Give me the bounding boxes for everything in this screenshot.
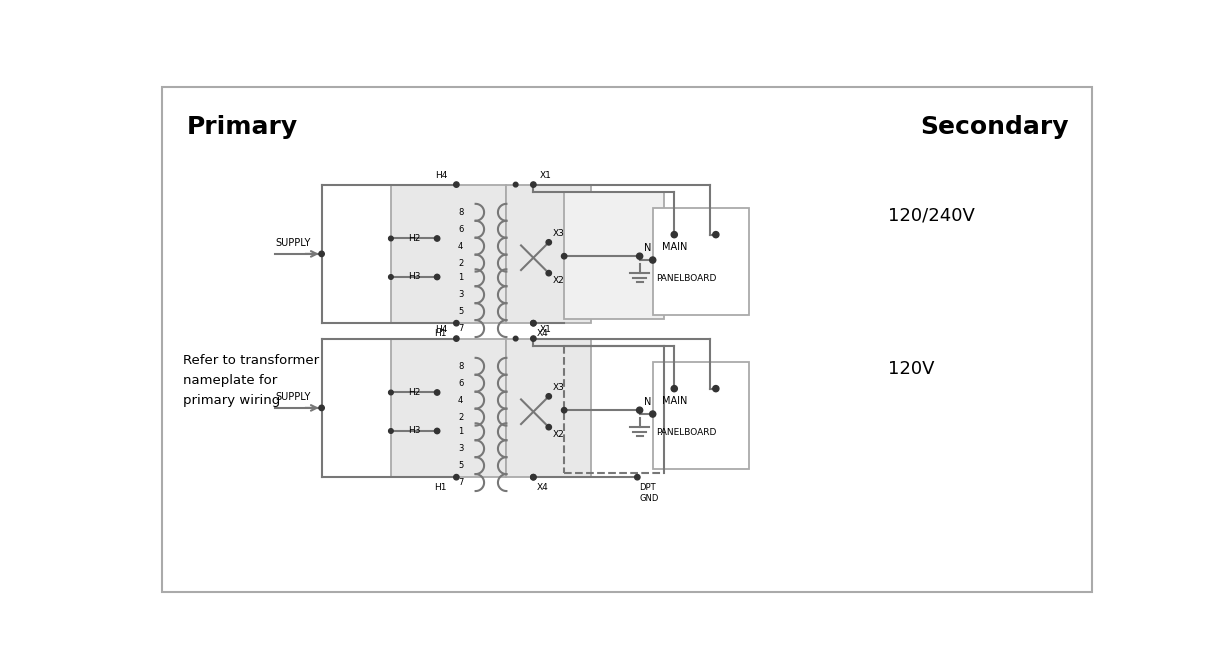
Text: 7: 7	[458, 478, 464, 487]
Circle shape	[546, 425, 552, 430]
Text: N: N	[644, 397, 651, 407]
Text: 120/240V: 120/240V	[887, 206, 974, 224]
Text: H4: H4	[435, 171, 447, 180]
Circle shape	[435, 390, 439, 395]
Circle shape	[454, 474, 459, 480]
Text: Refer to transformer
nameplate for
primary wiring: Refer to transformer nameplate for prima…	[184, 354, 319, 407]
Circle shape	[546, 240, 552, 245]
Circle shape	[562, 253, 567, 259]
Bar	[652, 362, 749, 470]
Text: X3: X3	[552, 228, 564, 238]
Circle shape	[435, 236, 439, 241]
Circle shape	[319, 405, 324, 411]
Text: X2: X2	[552, 430, 564, 439]
Text: 6: 6	[458, 224, 464, 234]
Circle shape	[531, 321, 536, 326]
Text: X4: X4	[536, 329, 548, 338]
Text: 8: 8	[458, 362, 464, 371]
Circle shape	[650, 257, 656, 263]
Text: 7: 7	[458, 324, 464, 333]
Text: 1: 1	[458, 427, 464, 436]
Circle shape	[546, 270, 552, 276]
Text: X2: X2	[552, 276, 564, 285]
Bar	[390, 339, 507, 477]
Bar	[652, 208, 749, 315]
Circle shape	[671, 232, 677, 238]
Text: MAIN: MAIN	[662, 396, 688, 406]
Text: DPT
GND: DPT GND	[640, 483, 659, 503]
Circle shape	[671, 386, 677, 392]
Text: 6: 6	[458, 379, 464, 388]
Circle shape	[650, 411, 656, 417]
Circle shape	[513, 336, 518, 341]
Text: H3: H3	[408, 272, 420, 282]
Text: H4: H4	[435, 325, 447, 334]
Text: 5: 5	[458, 461, 464, 470]
Bar	[390, 185, 507, 323]
Text: PANELBOARD: PANELBOARD	[656, 274, 717, 283]
Circle shape	[531, 474, 536, 480]
Text: 3: 3	[458, 444, 464, 453]
Text: SUPPLY: SUPPLY	[275, 392, 311, 402]
Text: H2: H2	[408, 234, 420, 243]
Text: H1: H1	[435, 329, 447, 338]
Circle shape	[712, 232, 718, 238]
Circle shape	[531, 474, 536, 480]
Text: X1: X1	[540, 325, 551, 334]
Text: H1: H1	[435, 483, 447, 493]
Circle shape	[712, 386, 718, 392]
Text: X4: X4	[536, 483, 548, 493]
Text: 4: 4	[458, 242, 464, 251]
Text: N: N	[644, 243, 651, 253]
Bar	[564, 192, 665, 319]
Circle shape	[546, 394, 552, 399]
Text: 1: 1	[458, 274, 464, 282]
Text: Secondary: Secondary	[920, 116, 1069, 139]
Text: SUPPLY: SUPPLY	[275, 238, 311, 248]
Text: 8: 8	[458, 208, 464, 217]
Text: X3: X3	[552, 383, 564, 392]
Text: PANELBOARD: PANELBOARD	[656, 428, 717, 437]
Text: 3: 3	[458, 290, 464, 299]
Text: Primary: Primary	[187, 116, 297, 139]
Bar	[507, 339, 591, 477]
Text: 5: 5	[458, 307, 464, 316]
Circle shape	[388, 236, 393, 241]
Circle shape	[319, 251, 324, 257]
Circle shape	[435, 274, 439, 280]
Circle shape	[454, 182, 459, 187]
Circle shape	[636, 407, 643, 413]
Circle shape	[388, 275, 393, 280]
Circle shape	[454, 321, 459, 326]
Text: 120V: 120V	[887, 360, 934, 378]
Text: X1: X1	[540, 171, 551, 180]
Circle shape	[454, 336, 459, 341]
Text: MAIN: MAIN	[662, 242, 688, 252]
Circle shape	[531, 321, 536, 326]
Circle shape	[636, 253, 643, 259]
Bar	[507, 185, 591, 323]
Circle shape	[634, 474, 640, 480]
Circle shape	[435, 428, 439, 433]
Circle shape	[513, 182, 518, 187]
Circle shape	[531, 182, 536, 187]
Text: 2: 2	[458, 413, 464, 421]
Circle shape	[562, 407, 567, 413]
Text: 2: 2	[458, 259, 464, 267]
Circle shape	[388, 429, 393, 433]
Text: H3: H3	[408, 427, 420, 435]
Text: 4: 4	[458, 396, 464, 405]
Text: H2: H2	[408, 388, 420, 397]
Circle shape	[531, 336, 536, 341]
Circle shape	[388, 390, 393, 395]
